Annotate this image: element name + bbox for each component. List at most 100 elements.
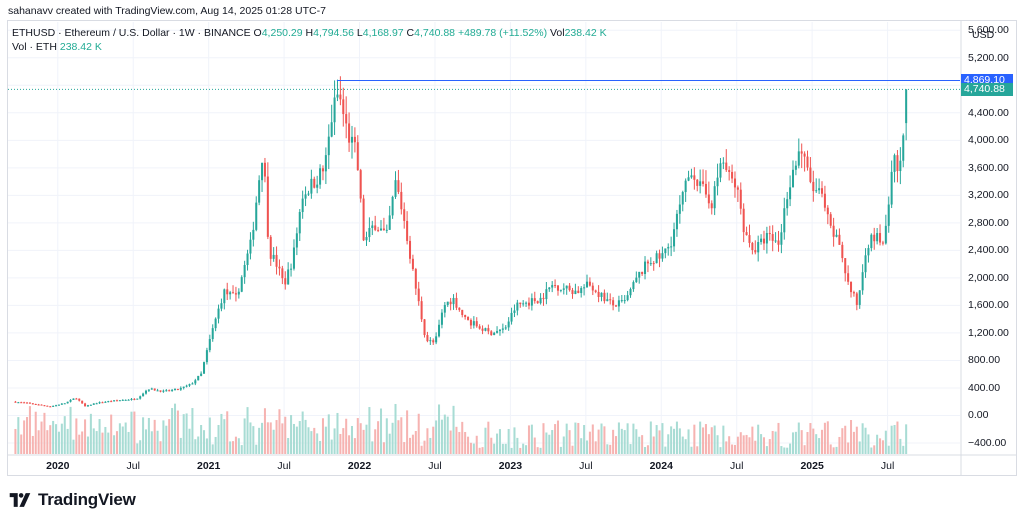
volume-bar (339, 433, 342, 454)
candle-body (408, 240, 412, 259)
volume-bar (316, 433, 319, 454)
volume-bar (757, 424, 760, 454)
candle-body (263, 162, 266, 177)
volume-bar (226, 411, 229, 454)
tradingview-logo-icon (9, 493, 31, 507)
volume-bar (374, 429, 377, 454)
candle-body (81, 400, 84, 404)
volume-bar (95, 431, 98, 454)
candle-body (478, 326, 481, 329)
volume-bar (899, 438, 902, 454)
candle-body (655, 253, 658, 264)
candle-body (879, 233, 882, 243)
volume-bar (652, 436, 655, 454)
candle-body (159, 390, 162, 392)
volume-bar (835, 446, 838, 454)
volume-bar (269, 422, 272, 454)
volume-bar (55, 424, 58, 454)
candle-body (490, 331, 493, 336)
time-tick-label: Jul (277, 460, 291, 472)
volume-bar (104, 426, 107, 454)
volume-bar (838, 436, 841, 454)
price-tick-label: 1,200.00 (968, 326, 1009, 339)
candle-body (498, 329, 501, 332)
volume-bar (49, 425, 52, 454)
volume-bar (324, 426, 327, 454)
volume-series-label[interactable]: Vol · ETH (12, 41, 57, 53)
candle-body (736, 187, 739, 190)
volume-bar (153, 419, 156, 454)
volume-bar (84, 419, 87, 454)
volume-bar (617, 422, 620, 454)
symbol-title[interactable]: ETHUSD · Ethereum / U.S. Dollar · 1W · B… (12, 27, 251, 39)
volume-bar (745, 434, 748, 454)
candle-body (693, 175, 696, 180)
candle-body (139, 396, 142, 399)
volume-bar (646, 445, 649, 454)
volume-bar (902, 445, 905, 454)
volume-bar (435, 420, 438, 454)
volume-bar (272, 429, 275, 454)
volume-bar (702, 427, 705, 454)
volume-bar (719, 447, 722, 454)
time-tick-label: 2022 (347, 460, 372, 472)
volume-bar (388, 433, 391, 454)
time-tick-label: 2020 (46, 460, 70, 472)
volume-bar (176, 410, 179, 454)
volume-bar (728, 436, 731, 454)
volume-bar (78, 434, 81, 454)
volume-bar (789, 443, 792, 454)
volume-bar (336, 412, 339, 454)
candle-body (870, 234, 873, 249)
volume-bar (156, 430, 159, 454)
volume-bar (301, 411, 304, 454)
volume-bar (794, 431, 797, 454)
volume-bar (559, 446, 562, 454)
volume-bar (861, 423, 864, 454)
candle-body (690, 175, 693, 178)
candle-body (905, 89, 908, 124)
volume-bar (707, 434, 710, 454)
candle-body (211, 328, 214, 340)
candle-body (107, 401, 110, 403)
candle-body (333, 97, 336, 123)
candle-body (725, 162, 728, 171)
candle-body (716, 177, 719, 187)
volume-bar (34, 411, 37, 454)
candle-body (899, 160, 902, 172)
volume-bar (385, 418, 388, 454)
candle-body (205, 350, 208, 363)
volume-bar (86, 436, 89, 454)
volume-bar (234, 436, 237, 454)
candle-body (374, 225, 377, 230)
candle-body (687, 177, 690, 181)
time-tick-label: Jul (729, 460, 744, 472)
candle-body (774, 240, 777, 242)
candle-body (147, 389, 150, 391)
candle-body (493, 332, 496, 336)
volume-bar (655, 425, 658, 454)
volume-bar (281, 423, 284, 454)
volume-bar (290, 415, 293, 454)
volume-bar (658, 430, 661, 454)
candle-body (353, 136, 356, 143)
volume-bar (716, 435, 719, 454)
volume-bar (243, 418, 246, 454)
tradingview-brand[interactable]: TradingView (8, 490, 136, 510)
currency-label[interactable]: USD (972, 29, 995, 41)
volume-bar (144, 429, 148, 454)
candle-body (536, 301, 539, 304)
volume-bar (539, 447, 542, 454)
close-value: 4,740.88 (414, 27, 456, 39)
volume-bar (368, 407, 371, 454)
candle-body (452, 297, 455, 305)
volume-bar (684, 439, 687, 454)
volume-bar (20, 434, 23, 454)
volume-bar (107, 432, 110, 454)
volume-bar (635, 429, 638, 454)
volume-bar (591, 424, 594, 454)
candle-body (591, 285, 594, 291)
candle-body (623, 300, 626, 302)
volume-bar (472, 443, 475, 454)
